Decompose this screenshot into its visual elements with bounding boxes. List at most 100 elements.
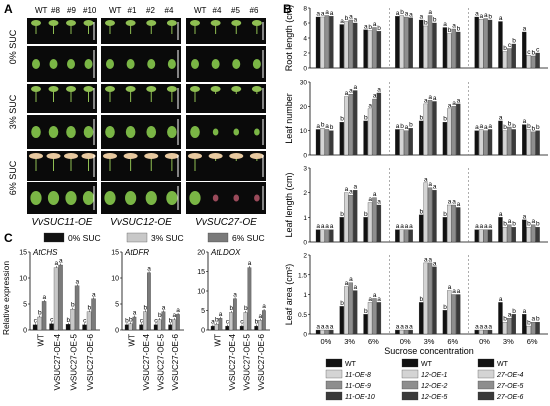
significance-label: a — [433, 95, 437, 102]
leaf-sample — [191, 59, 199, 69]
bar — [247, 267, 252, 331]
legend-label: 27-OE-4 — [496, 372, 524, 379]
gene-title: AtCHS — [32, 248, 58, 257]
bar — [478, 129, 484, 156]
significance-label: a — [484, 223, 488, 230]
genotype-label: #5 — [231, 6, 240, 15]
legend-swatch — [325, 369, 343, 379]
y-tick-label: 0 — [201, 328, 205, 335]
seedling — [146, 20, 157, 26]
bar — [526, 129, 531, 156]
significance-label: b — [38, 310, 42, 317]
bar — [535, 227, 540, 243]
significance-label: b — [129, 316, 133, 323]
bar — [324, 15, 330, 69]
bar — [124, 324, 129, 331]
bar — [427, 15, 433, 69]
bar — [432, 101, 437, 156]
significance-label: a — [428, 181, 432, 188]
bar — [315, 16, 321, 69]
significance-label: a — [475, 223, 479, 230]
leaf-sample — [105, 126, 115, 138]
bar — [442, 27, 448, 69]
bar — [522, 219, 527, 243]
significance-label: a — [262, 303, 266, 310]
bar — [451, 106, 456, 156]
bar — [487, 329, 493, 335]
significance-label: a — [59, 258, 63, 265]
significance-label: a — [499, 296, 503, 303]
bar — [153, 324, 158, 331]
significance-label: a — [405, 324, 409, 331]
significance-label: a — [424, 176, 428, 183]
y-tick-label: 0.5 — [298, 312, 307, 319]
photo-tile — [101, 46, 181, 82]
significance-label: c — [240, 319, 244, 326]
significance-label: a — [457, 97, 461, 104]
gene-title: AtDFR — [124, 248, 149, 257]
x-tick-label: VvSUC27-OE-5 — [242, 333, 251, 390]
bar — [339, 122, 344, 156]
significance-label: b — [409, 122, 413, 129]
genotype-label: #1 — [128, 6, 137, 15]
significance-label: a — [532, 218, 536, 225]
bar — [535, 52, 540, 69]
seedling — [31, 86, 41, 92]
leaf-sample — [49, 59, 58, 69]
significance-label: b — [503, 221, 507, 228]
significance-label: a — [405, 223, 409, 230]
seedling — [31, 20, 41, 26]
significance-label: a — [508, 312, 512, 319]
x-tick-label: VvSUC27-OE-6 — [257, 333, 266, 390]
significance-label: a — [373, 21, 377, 28]
significance-label: b — [215, 317, 219, 324]
bar — [324, 329, 330, 335]
significance-label: a — [377, 199, 381, 206]
seedling — [231, 20, 242, 26]
bar — [502, 227, 508, 243]
bar — [367, 302, 373, 335]
genotype-label: #4 — [213, 6, 222, 15]
seedling — [249, 153, 264, 159]
bar — [367, 30, 373, 69]
bar — [507, 126, 512, 156]
bar — [432, 266, 437, 335]
bar — [487, 229, 493, 243]
bar — [408, 329, 413, 335]
leaf-sample — [47, 191, 60, 205]
significance-label: b — [457, 26, 461, 33]
bar — [172, 319, 176, 331]
significance-label: a — [396, 123, 400, 130]
genotype-label: #6 — [250, 6, 259, 15]
bar — [535, 321, 540, 335]
bar — [399, 129, 404, 156]
bar — [395, 329, 400, 335]
bar — [395, 229, 400, 243]
significance-label: b — [364, 211, 368, 218]
seedling — [64, 153, 78, 159]
x-tick-label: 6% — [368, 337, 379, 346]
panel-c-letter: C — [4, 231, 13, 245]
bar — [363, 217, 368, 243]
bar — [526, 325, 531, 335]
significance-label: b — [364, 308, 368, 315]
significance-label: a — [443, 21, 447, 28]
bar — [53, 267, 59, 331]
bar — [339, 24, 344, 69]
x-tick-label: 6% — [447, 337, 458, 346]
legend-swatch — [401, 369, 419, 379]
genotype-label: #10 — [83, 6, 97, 15]
row-label: 6% SUC — [8, 160, 18, 195]
significance-label: a — [377, 296, 381, 303]
bar — [511, 43, 516, 69]
leaf-sample — [145, 191, 157, 205]
bar — [478, 329, 484, 335]
bar — [344, 286, 349, 335]
y-tick-label: 1 — [303, 215, 307, 222]
legend-swatch — [126, 232, 148, 243]
leaf-sample — [104, 191, 116, 205]
leaf-sample — [212, 128, 219, 136]
significance-label: a — [345, 90, 349, 97]
